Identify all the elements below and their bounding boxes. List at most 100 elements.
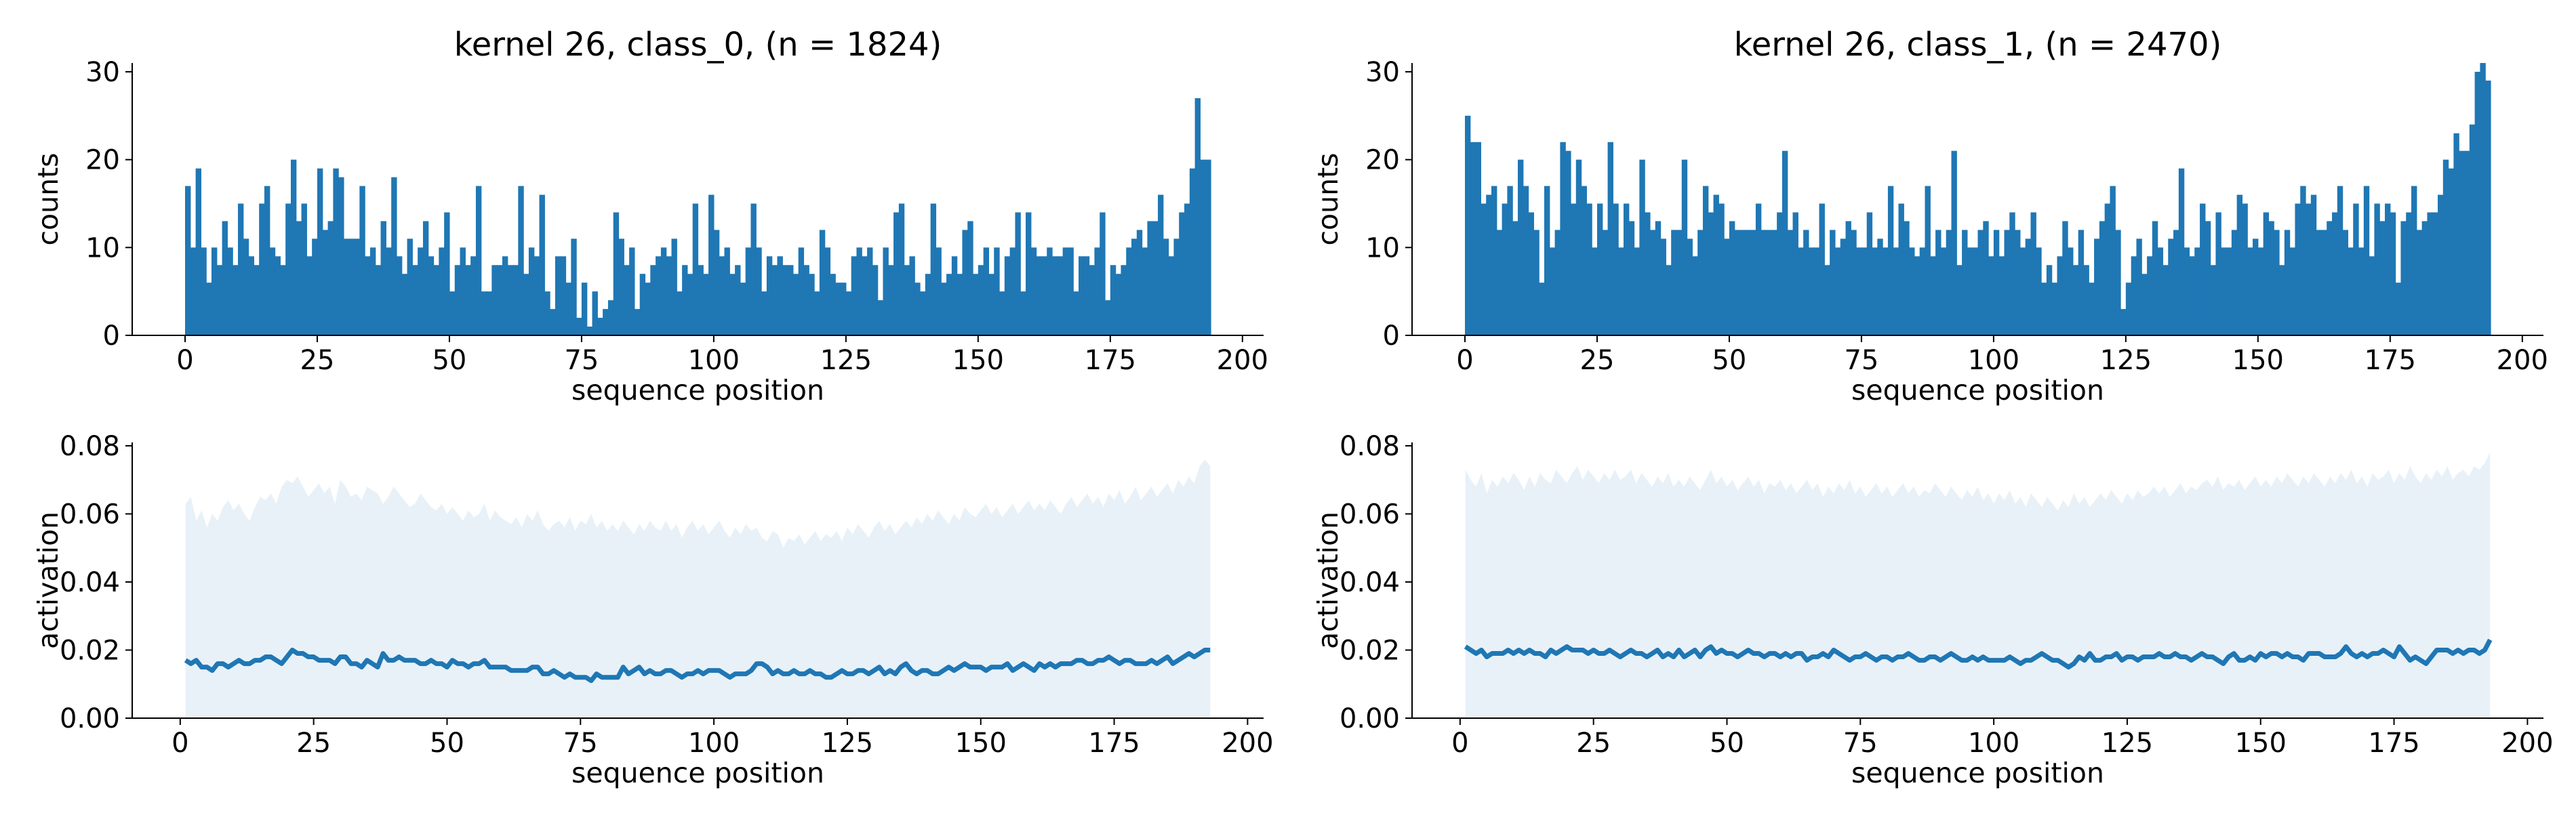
bar (824, 247, 831, 335)
bar (1634, 247, 1640, 335)
x-axis-label: sequence position (1851, 757, 2104, 789)
bar (2369, 256, 2375, 335)
bar (2173, 230, 2179, 335)
bar (365, 256, 371, 335)
bar (1036, 256, 1043, 335)
bar (2474, 71, 2481, 335)
bar (2247, 247, 2253, 335)
bar (2348, 247, 2354, 335)
bar (2480, 63, 2486, 335)
bar (2358, 247, 2364, 335)
bar (2041, 283, 2047, 335)
x-tick-label: 75 (1843, 728, 1878, 759)
bar (2168, 238, 2174, 335)
bar (243, 238, 249, 335)
bar (1470, 142, 1476, 336)
bar (581, 283, 588, 335)
bar (2189, 256, 2195, 335)
bar (2337, 186, 2343, 335)
bar (1481, 203, 1487, 335)
bar (1189, 168, 1196, 335)
bar (1840, 238, 1847, 335)
bar (957, 274, 963, 335)
bar (1718, 203, 1725, 335)
bar (338, 177, 344, 335)
bar (1909, 247, 1915, 335)
bar (2057, 256, 2063, 335)
bar (211, 247, 218, 335)
bar (1184, 203, 1190, 335)
bar (618, 238, 624, 335)
bar (491, 265, 498, 335)
bar (1147, 221, 1153, 335)
bar (687, 274, 693, 335)
bar (2379, 221, 2386, 335)
bar (914, 283, 921, 335)
bar (586, 327, 593, 335)
bar (788, 265, 794, 335)
bar (941, 283, 947, 335)
y-tick-label: 0.04 (1340, 567, 1400, 598)
bar (2442, 159, 2449, 336)
bar (1512, 221, 1518, 335)
y-tick-label: 10 (85, 232, 120, 264)
bar (2030, 212, 2036, 335)
bar (386, 247, 392, 335)
bar (2104, 203, 2111, 335)
bar (2009, 212, 2015, 335)
bar (2068, 247, 2074, 335)
bar (465, 265, 471, 335)
bar (1639, 159, 1645, 336)
bar (1586, 203, 1592, 335)
bar (735, 265, 741, 335)
bar (369, 247, 376, 335)
bar (2205, 221, 2211, 335)
bar (2289, 247, 2296, 335)
bar (1575, 159, 1582, 336)
bar (613, 212, 620, 335)
bar (2141, 274, 2148, 335)
bar (555, 256, 561, 335)
bar (359, 186, 365, 335)
bar (422, 221, 429, 335)
area-band (185, 459, 1211, 718)
bar (2226, 247, 2232, 335)
bar (692, 203, 699, 335)
bar (2015, 230, 2021, 335)
bar (1983, 221, 1989, 335)
bar (782, 265, 788, 335)
bar (845, 291, 852, 335)
bar (2406, 212, 2412, 335)
bar (1570, 203, 1577, 335)
bar (216, 265, 223, 335)
bar (1851, 230, 1857, 335)
x-tick-label: 0 (172, 728, 188, 759)
bar (973, 274, 979, 335)
bar (2046, 265, 2053, 335)
bar (2485, 80, 2491, 335)
bar (656, 256, 662, 335)
bar (1734, 230, 1741, 335)
bar (1687, 238, 1693, 335)
bar (1824, 265, 1830, 335)
bar (1475, 142, 1481, 336)
bar (1020, 291, 1026, 335)
bar (1030, 247, 1037, 335)
x-tick-label: 50 (1710, 728, 1744, 759)
bar (1549, 247, 1556, 335)
x-tick-label: 150 (2235, 728, 2287, 759)
bar (518, 186, 524, 335)
bar (1100, 212, 1106, 335)
bar (1623, 203, 1630, 335)
bar (1697, 230, 1704, 335)
bar (439, 247, 445, 335)
y-axis-label: counts (1312, 152, 1344, 245)
bar (1724, 238, 1730, 335)
bar (1596, 203, 1603, 335)
x-tick-label: 150 (955, 728, 1007, 759)
bar (391, 177, 397, 335)
bar (2464, 150, 2470, 335)
bar (1136, 230, 1143, 335)
bar (909, 256, 915, 335)
bar (603, 309, 609, 335)
